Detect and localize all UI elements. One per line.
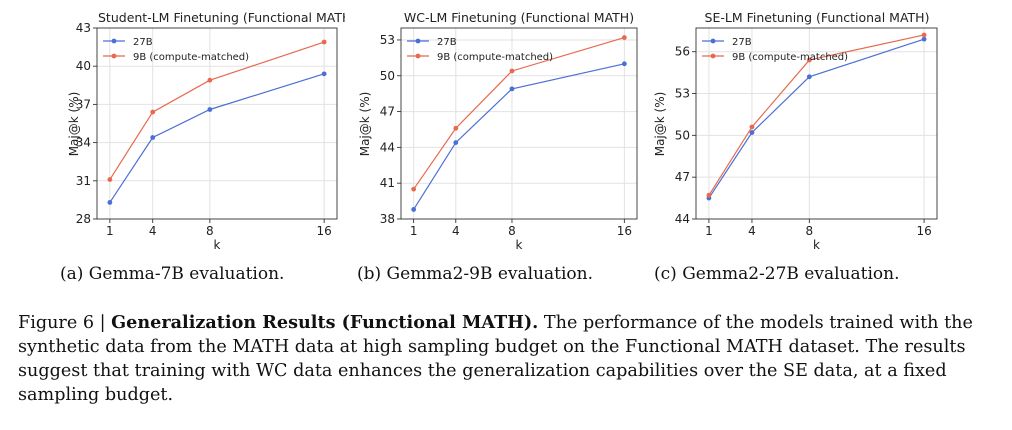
legend-label: 9B (compute-matched) (437, 52, 553, 63)
subfigure-caption-b: (b) Gemma2-9B evaluation. (357, 264, 594, 284)
chart-title: SE-LM Finetuning (Functional MATH) (705, 10, 930, 25)
plot-frame (400, 27, 638, 220)
data-point (921, 32, 927, 38)
figure-caption-title: Generalization Results (Functional MATH)… (111, 312, 539, 333)
y-tick-label: 53 (380, 33, 395, 47)
plot-frame (96, 27, 338, 220)
x-tick-label: 1 (106, 224, 114, 238)
data-point (321, 71, 327, 77)
data-point (749, 124, 755, 130)
legend-label: 27B (732, 37, 752, 48)
data-point (806, 74, 812, 80)
chart-title: WC-LM Finetuning (Functional MATH) (404, 10, 634, 25)
y-tick-label: 50 (380, 69, 395, 83)
figure-caption-text: The performance of the models trained wi… (18, 313, 973, 405)
y-tick-label: 50 (675, 128, 690, 142)
data-point (150, 135, 156, 140)
legend-label: 27B (133, 37, 153, 48)
legend-swatch-marker (415, 38, 421, 44)
data-point (411, 207, 417, 212)
x-tick-label: 8 (508, 224, 516, 238)
x-tick-label: 8 (206, 224, 214, 238)
x-tick-label: 16 (916, 224, 931, 238)
y-tick-label: 34 (76, 136, 91, 150)
series-line (109, 73, 325, 203)
legend-swatch-marker (111, 38, 117, 44)
data-point (706, 192, 712, 198)
subfigure-caption-a: (a) Gemma-7B evaluation. (60, 264, 285, 284)
legend-label: 9B (compute-matched) (133, 52, 249, 63)
y-tick-label: 44 (675, 212, 690, 226)
y-tick-label: 37 (76, 97, 91, 111)
data-point (150, 109, 156, 115)
series-line (708, 34, 925, 196)
series-line (413, 63, 625, 210)
y-tick-label: 43 (76, 21, 91, 35)
chart-title: Student-LM Finetuning (Functional MATH) (98, 10, 345, 25)
y-tick-label: 28 (76, 212, 91, 226)
y-tick-label: 56 (675, 45, 690, 59)
data-point (921, 36, 927, 42)
y-axis-label: Maj@k (%) (67, 92, 81, 157)
data-point (749, 130, 755, 135)
figure-caption: Figure 6 | Generalization Results (Funct… (18, 311, 1003, 407)
x-tick-label: 1 (410, 224, 418, 238)
data-point (453, 140, 459, 146)
data-point (453, 125, 459, 131)
legend-swatch-marker (111, 53, 117, 59)
plot-frame (695, 27, 938, 220)
x-tick-label: 16 (617, 224, 632, 238)
data-point (509, 86, 515, 92)
y-tick-label: 47 (675, 170, 690, 184)
series-line (413, 36, 625, 190)
y-tick-label: 38 (380, 212, 395, 226)
legend-swatch-marker (415, 53, 421, 59)
x-tick-label: 8 (806, 224, 814, 238)
subfigure-caption-c: (c) Gemma2-27B evaluation. (654, 264, 900, 284)
legend-label: 9B (compute-matched) (732, 52, 848, 63)
y-tick-label: 44 (380, 140, 395, 154)
data-point (207, 107, 213, 112)
chart-panel-student-lm: 1 4 8 16 28 31 34 37 40 43 k Maj@k (%) Student-LM Fi… (67, 10, 345, 252)
data-point (107, 200, 113, 205)
chart-panel-se-lm: 1 4 8 16 44 47 50 53 56 k Maj@k (%) SE-LM Finetunin… (653, 10, 938, 252)
data-point (411, 186, 417, 192)
figure-caption-label: Figure 6 | (18, 313, 106, 333)
legend-swatch-marker (710, 38, 716, 44)
y-tick-label: 41 (380, 176, 395, 190)
series-line (109, 41, 325, 180)
y-axis-label: Maj@k (%) (653, 92, 667, 157)
y-tick-label: 40 (76, 59, 91, 73)
x-tick-label: 16 (317, 224, 332, 238)
series-line (708, 38, 925, 199)
y-axis-label: Maj@k (%) (358, 92, 372, 157)
x-axis-label: k (214, 238, 221, 252)
x-tick-label: 4 (149, 224, 157, 238)
x-axis-label: k (813, 238, 820, 252)
data-point (621, 61, 627, 67)
legend-label: 27B (437, 37, 457, 48)
data-point (321, 39, 327, 45)
x-tick-label: 4 (452, 224, 460, 238)
legend-swatch-marker (710, 53, 716, 59)
x-tick-label: 1 (705, 224, 713, 238)
x-axis-label: k (516, 238, 523, 252)
data-point (621, 35, 627, 40)
y-tick-label: 53 (675, 87, 690, 101)
data-point (107, 177, 113, 182)
data-point (509, 68, 515, 74)
y-tick-label: 31 (76, 174, 91, 188)
x-tick-label: 4 (748, 224, 756, 238)
y-tick-label: 47 (380, 105, 395, 119)
data-point (806, 57, 812, 63)
chart-panel-wc-lm: 1 4 8 16 38 41 44 47 50 53 k Maj@k (%) WC-LM Finetun… (358, 10, 638, 252)
data-point (207, 77, 213, 83)
